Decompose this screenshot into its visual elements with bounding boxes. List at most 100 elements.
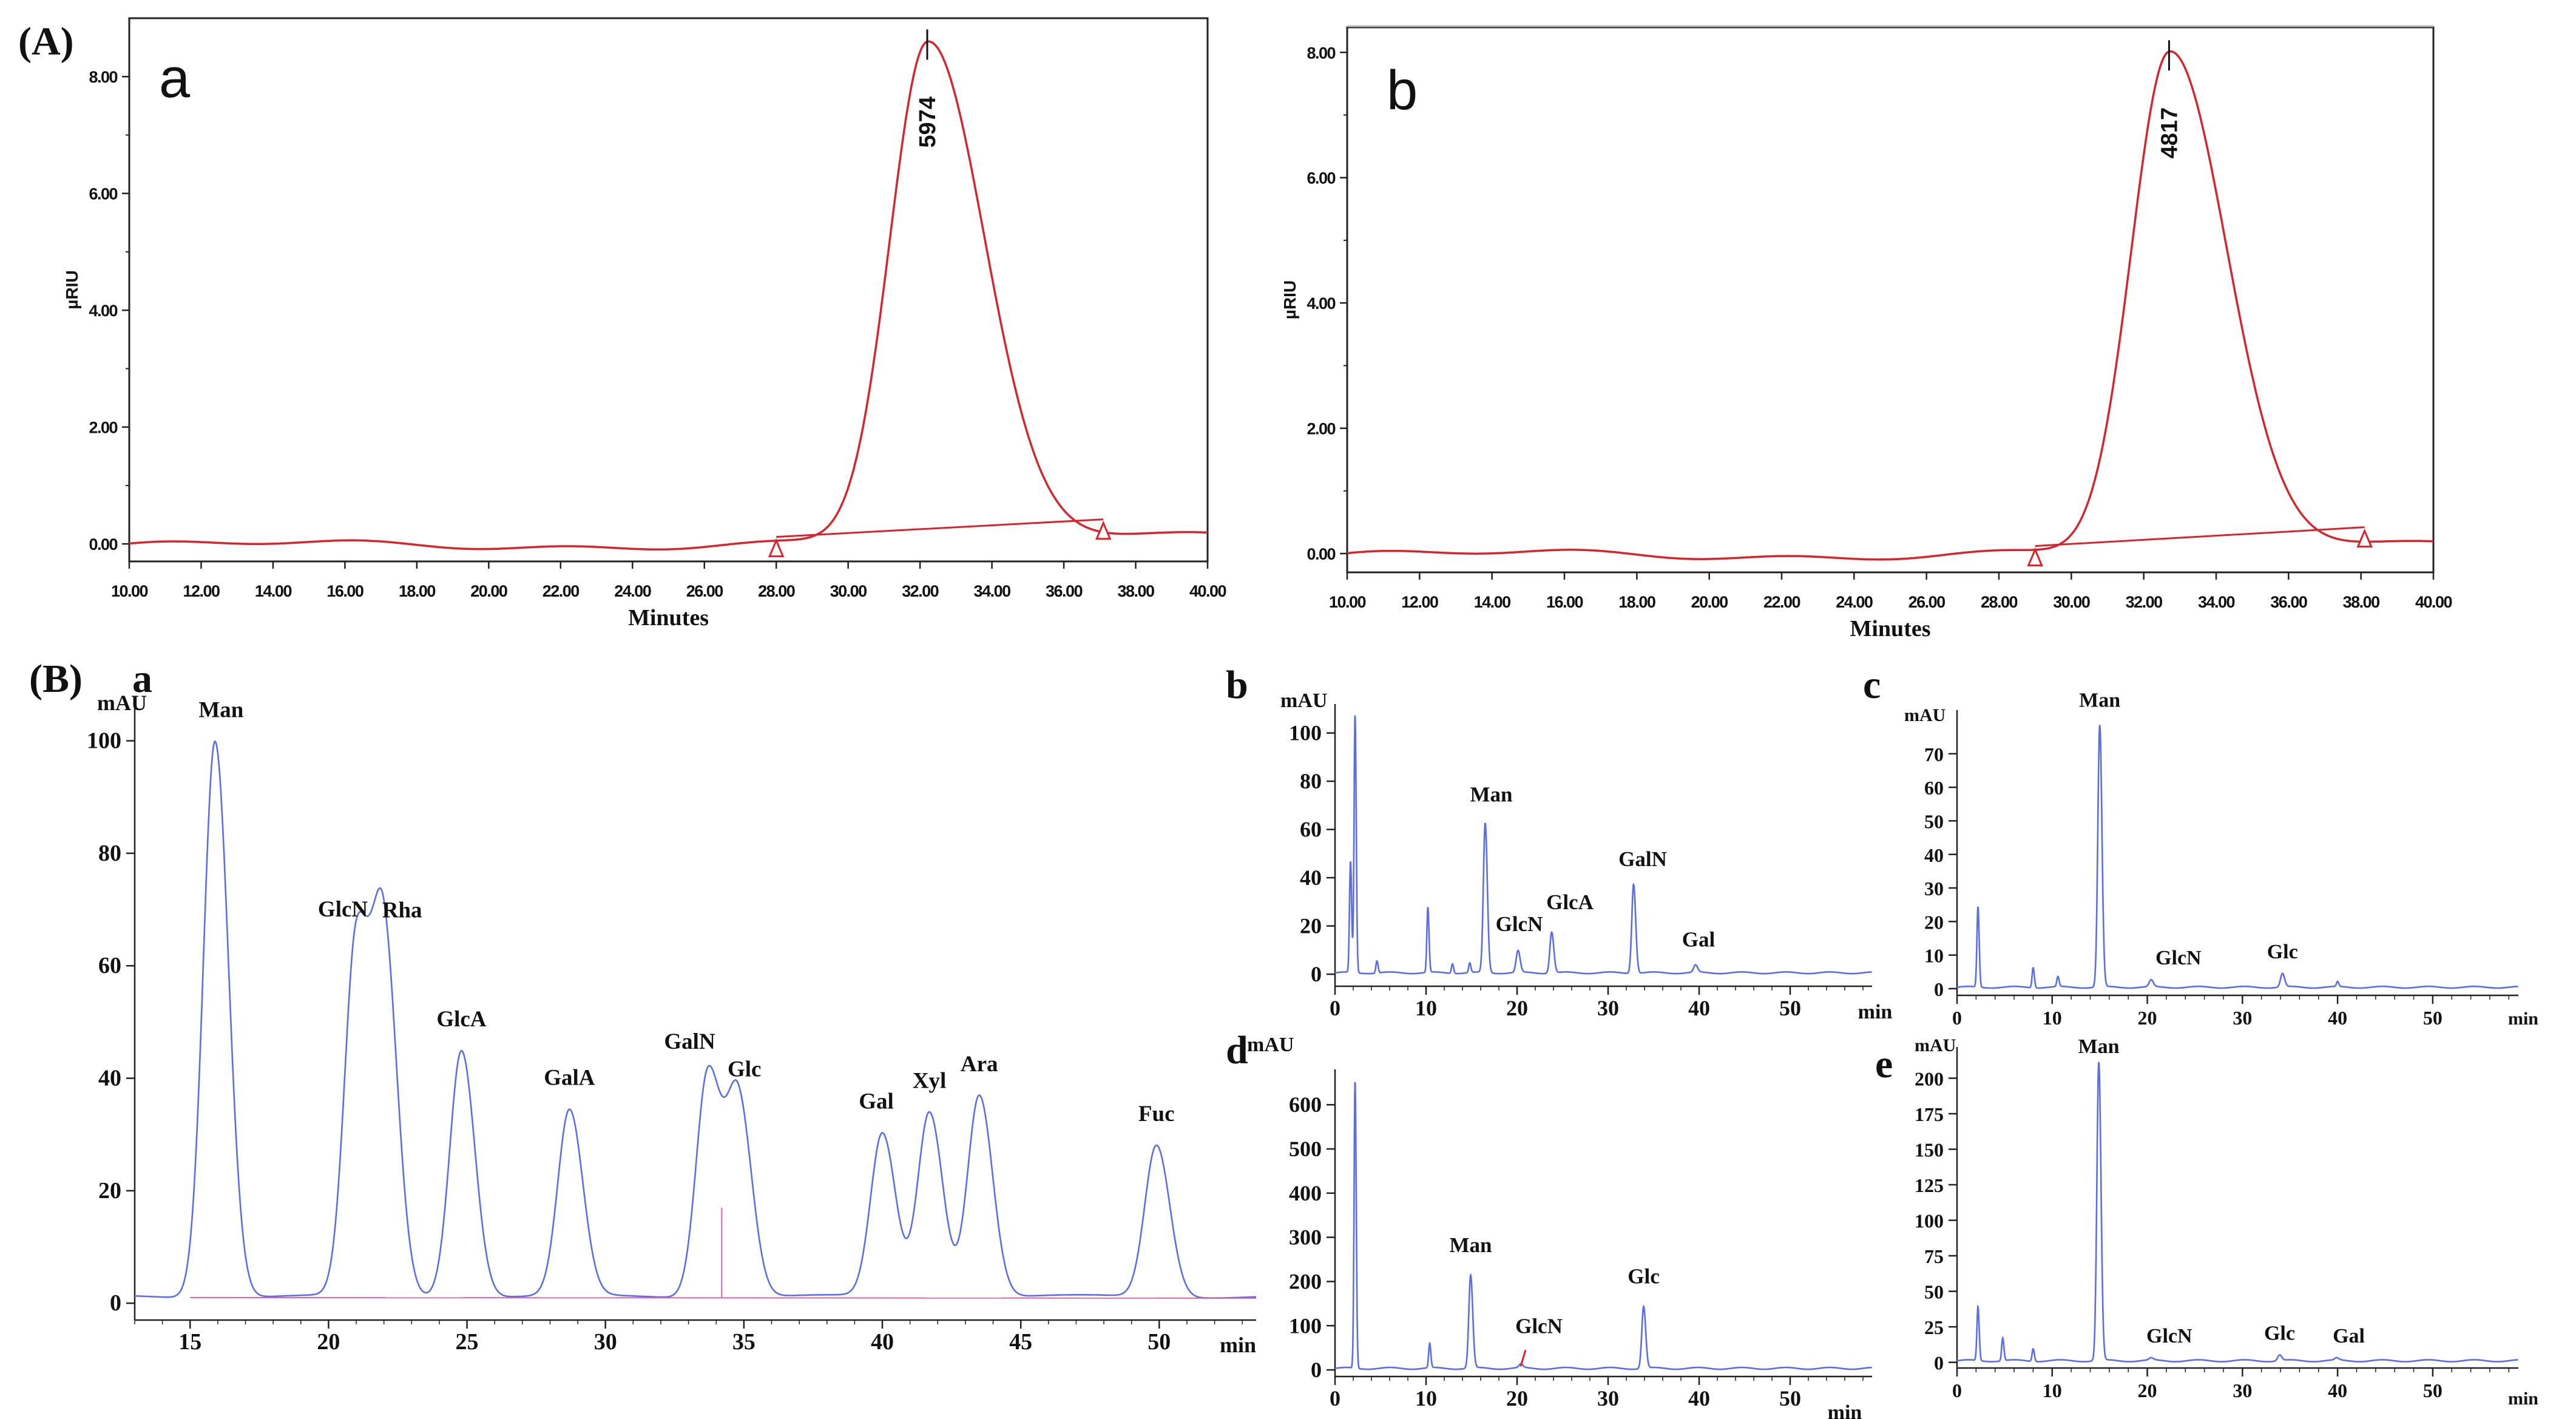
peak-label: Gal <box>859 1089 894 1114</box>
chromatogram-trace <box>1334 715 1872 975</box>
y-tick-label: 50 <box>1924 1281 1944 1303</box>
x-tick-label: 40 <box>1688 996 1710 1020</box>
y-tick-label: 4.00 <box>1307 294 1335 313</box>
integration-baseline <box>2035 526 2365 547</box>
peak-pointer <box>1520 1349 1527 1367</box>
x-tick-label: 50 <box>1779 996 1801 1020</box>
y-axis-label: mAU <box>1280 689 1327 712</box>
x-tick-label: 30 <box>594 1329 617 1355</box>
x-tick-label: 50 <box>1779 1386 1801 1411</box>
y-tick-label: 20 <box>1300 914 1322 938</box>
y-tick-label: 0 <box>1934 1352 1944 1374</box>
panel-letter: c <box>1863 663 1881 707</box>
peak-label: Man <box>2078 1035 2120 1058</box>
x-tick-label: 40.00 <box>1189 582 1226 600</box>
peak-label: Xyl <box>913 1069 947 1094</box>
x-tick-label: 26.00 <box>1908 593 1946 611</box>
x-tick-label: 30.00 <box>2053 593 2090 611</box>
panel-letter: a <box>132 657 152 701</box>
x-tick-label: 14.00 <box>255 582 292 600</box>
x-tick-label: 36.00 <box>2270 593 2307 611</box>
peak-label: Glc <box>728 1057 761 1082</box>
integration-marker <box>2356 528 2373 548</box>
x-tick-label: 0 <box>1952 1380 1962 1401</box>
x-tick-label: 15 <box>178 1329 201 1355</box>
x-tick-label: 34.00 <box>974 582 1011 600</box>
x-tick-label: 20 <box>1506 996 1528 1020</box>
y-tick-label: 8.00 <box>1307 44 1335 62</box>
x-tick-label: 20 <box>1506 1386 1528 1411</box>
x-axis-unit: min <box>2508 1389 2538 1409</box>
peak-label: GlcA <box>436 1007 486 1032</box>
section-label-b: (B) <box>29 657 83 701</box>
peak-label: GlcN <box>1515 1314 1563 1338</box>
x-tick-label: 22.00 <box>1763 593 1800 611</box>
panel-letter: a <box>159 47 191 109</box>
y-axis-label: mAU <box>97 691 147 715</box>
y-tick-label: 80 <box>98 841 121 866</box>
integration-marker <box>2027 547 2043 567</box>
chromatogram-trace <box>1335 1082 1872 1370</box>
x-tick-label: 40 <box>2328 1007 2347 1029</box>
x-tick-label: 10 <box>2043 1380 2062 1401</box>
y-axis-label: mAU <box>1915 1035 1956 1055</box>
y-tick-label: 30 <box>1924 878 1944 899</box>
x-tick-label: 50 <box>1148 1329 1171 1355</box>
x-tick-label: 45 <box>1009 1329 1032 1355</box>
y-tick-label: 6.00 <box>1307 169 1335 188</box>
x-tick-label: 34.00 <box>2198 593 2235 611</box>
peak-label: GlcN <box>2155 947 2202 969</box>
peak-label: GalN <box>664 1029 715 1054</box>
hplc-chart-a: 10.00 12.00 14.00 16.00 18.00 20.00 22.00 24.00… <box>63 17 1227 631</box>
chromatogram-trace <box>135 740 1256 1299</box>
peak-label: GlcN <box>1496 912 1543 936</box>
x-tick-label: 40 <box>1688 1386 1710 1411</box>
peak-label: GlcA <box>1546 890 1594 914</box>
peak-label: Rha <box>382 898 422 923</box>
peak-label: Glc <box>2267 941 2298 963</box>
y-tick-label: 100 <box>1289 1313 1322 1338</box>
y-tick-label: 125 <box>1915 1174 1944 1196</box>
x-tick-label: 32.00 <box>902 582 939 600</box>
y-tick-label: 60 <box>1300 818 1322 842</box>
peak-label: GlcN <box>318 897 368 922</box>
y-tick-label: 150 <box>1915 1139 1944 1161</box>
y-tick-label: 200 <box>1289 1269 1322 1293</box>
peak-label: Man <box>2079 689 2120 711</box>
y-tick-label: 2.00 <box>1307 420 1335 438</box>
x-tick-label: 40 <box>2328 1380 2347 1401</box>
x-tick-label: 50 <box>2423 1007 2442 1029</box>
x-tick-label: 18.00 <box>1618 593 1655 611</box>
x-tick-label: 30 <box>1597 996 1619 1020</box>
x-tick-label: 38.00 <box>1117 582 1154 600</box>
y-tick-label: 200 <box>1915 1068 1944 1089</box>
peak-label: Gal <box>2333 1325 2365 1347</box>
x-tick-label: 0 <box>1952 1007 1962 1029</box>
y-tick-label: 20 <box>98 1178 121 1204</box>
sugar-chart-a: 15 20 25 30 35 40 45 50 0 20 40 60 80 100 mAU min a Man Gl… <box>87 657 1256 1357</box>
y-tick-label: 2.00 <box>89 419 117 437</box>
sugar-chart-d: 0 10 20 30 40 500100200300400500600mAUmindMan… <box>1226 1028 1872 1419</box>
chromatogram-trace <box>1956 1062 2518 1363</box>
sugar-chart-b: 0 10 20 30 40 50 0 20 40 60 80 100 mAU min b Man GlcNGlc… <box>1226 663 1892 1023</box>
x-tick-label: 25 <box>456 1329 479 1355</box>
x-tick-label: 40.00 <box>2415 593 2452 611</box>
x-tick-label: 20 <box>317 1329 340 1355</box>
x-axis-unit: min <box>1220 1333 1256 1357</box>
x-tick-label: 38.00 <box>2343 593 2380 611</box>
y-tick-label: 0 <box>1934 978 1944 1000</box>
x-tick-label: 12.00 <box>1401 593 1438 611</box>
x-tick-label: 28.00 <box>1981 593 2018 611</box>
integration-marker <box>1095 520 1112 540</box>
x-tick-label: 16.00 <box>326 582 363 600</box>
y-tick-label: 0 <box>110 1290 121 1316</box>
sugar-chart-c: 0 10 20 30 40 50 0 10 20 30 40 50 60 70 mAU min c Man GlcN… <box>1863 663 2538 1029</box>
x-tick-label: 24.00 <box>1836 593 1873 611</box>
y-axis-label: µRIU <box>1280 280 1299 319</box>
x-tick-label: 10 <box>1415 1386 1437 1411</box>
y-tick-label: 0.00 <box>1307 545 1335 563</box>
x-tick-label: 14.00 <box>1474 593 1511 611</box>
x-axis-unit: min <box>1858 1001 1893 1023</box>
y-tick-label: 100 <box>87 728 121 754</box>
y-tick-label: 175 <box>1915 1103 1944 1125</box>
